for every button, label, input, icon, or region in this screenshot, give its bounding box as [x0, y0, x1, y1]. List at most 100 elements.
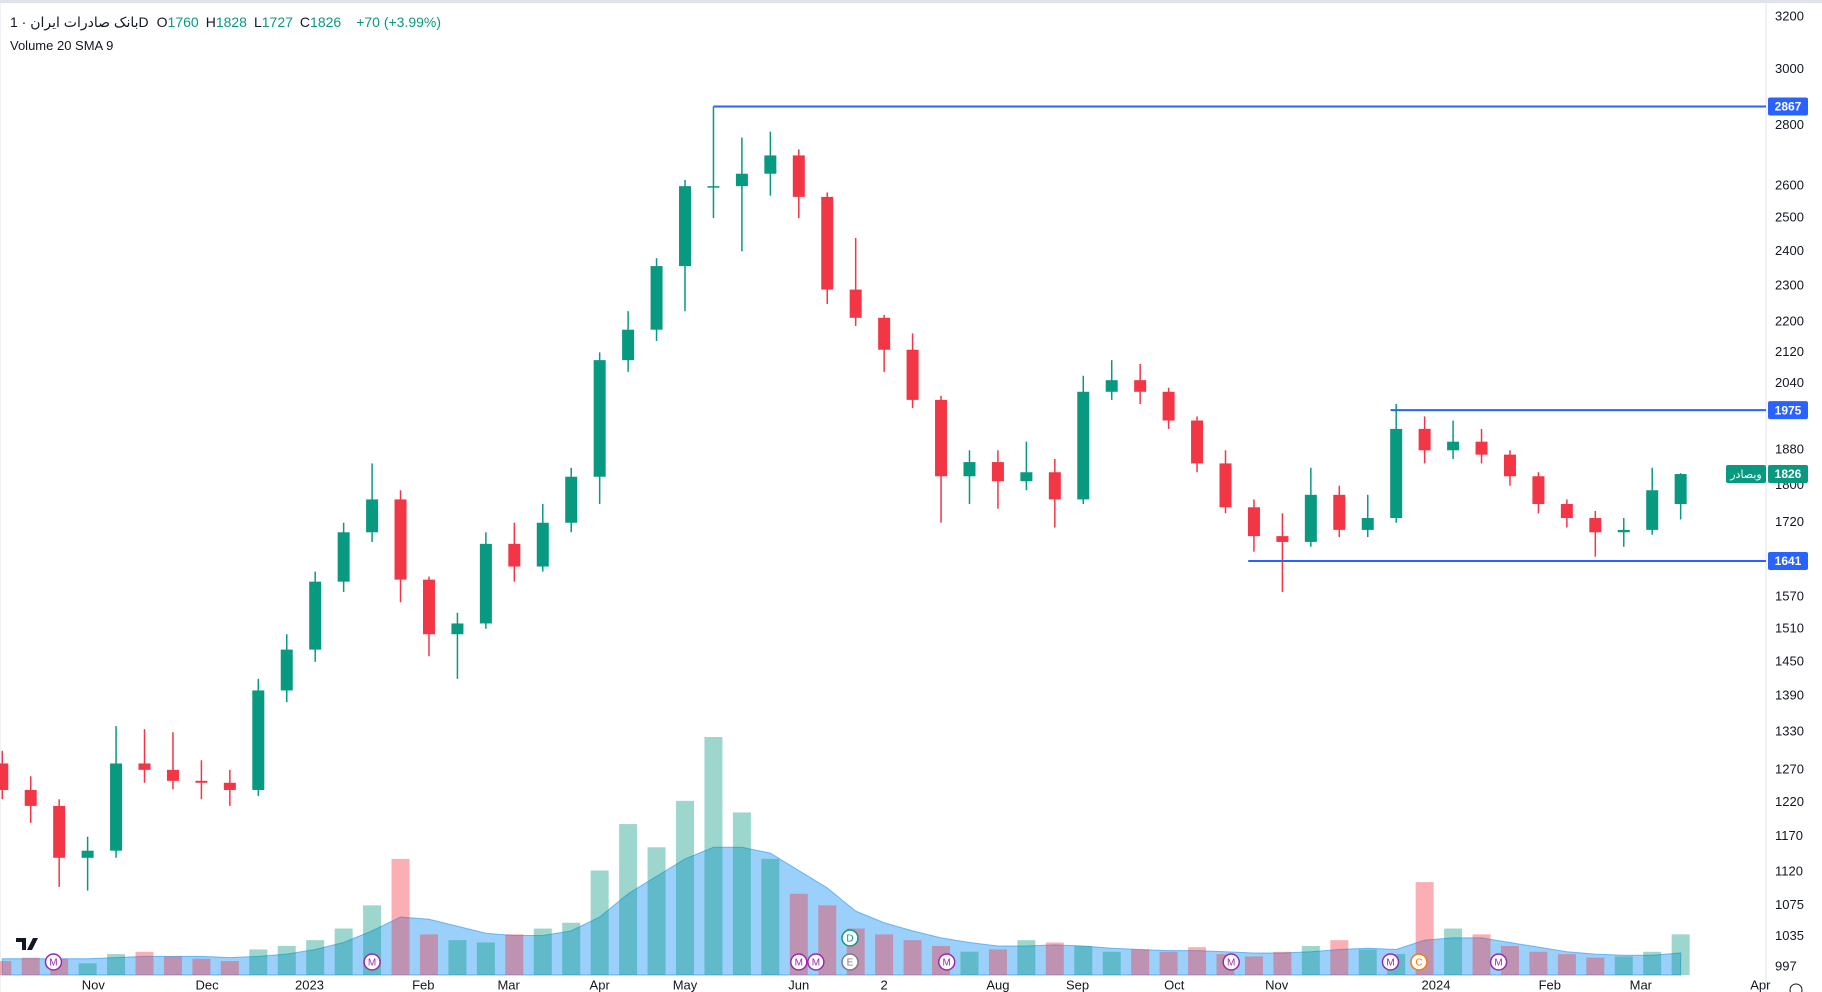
symbol-badge-bg	[1726, 465, 1766, 484]
volume-bar	[21, 957, 40, 975]
candle-body	[679, 186, 692, 267]
y-tick-label: 2800	[1775, 117, 1804, 132]
candle-body	[1674, 474, 1687, 505]
volume-bar	[1529, 951, 1548, 975]
event-marker	[1222, 953, 1240, 971]
tv-logo	[14, 932, 44, 954]
volume-bar	[1557, 954, 1576, 975]
candle-body	[479, 543, 492, 624]
y-tick-label: 1220	[1775, 794, 1804, 809]
y-tick-label: 1035	[1775, 928, 1804, 943]
event-label: D	[846, 934, 853, 945]
volume-bar	[1586, 957, 1605, 975]
volume-bar	[960, 951, 979, 975]
y-tick-label: 1510	[1775, 620, 1804, 635]
y-tick-label: 1170	[1775, 828, 1803, 843]
ohlc-label: O	[156, 14, 168, 30]
price-line-label: 1975	[1775, 403, 1802, 417]
volume-bar	[1045, 942, 1064, 975]
candle-body	[138, 763, 151, 770]
event-label: M	[1386, 958, 1394, 969]
candle-body	[337, 532, 350, 582]
price-line-label-bg	[1768, 97, 1808, 116]
candle-body	[1219, 463, 1232, 508]
volume-bar	[476, 942, 495, 975]
y-tick-label: 3000	[1775, 61, 1804, 76]
volume-bar	[163, 956, 182, 975]
ohlc-value: 1826	[310, 14, 342, 30]
candle-body	[110, 763, 123, 851]
price-line-label-bg	[1768, 552, 1808, 571]
y-tick-label: 1880	[1775, 442, 1804, 457]
candle-body	[422, 579, 435, 635]
event-marker	[841, 953, 859, 971]
volume-bar	[0, 961, 12, 975]
candle-body	[1560, 504, 1573, 519]
settings-icon[interactable]	[1789, 983, 1803, 992]
y-tick-label: 2200	[1775, 314, 1804, 329]
volume-bar	[676, 800, 695, 975]
x-tick-label: Jun	[788, 977, 809, 992]
change: +70 (+3.99%)	[356, 14, 442, 30]
x-tick-label: Feb	[1539, 977, 1561, 992]
candle-body	[508, 543, 521, 567]
price-line-label: 1641	[1775, 554, 1802, 568]
candle-body	[53, 805, 66, 858]
candle-body	[935, 399, 948, 477]
volume-bar	[1415, 882, 1434, 975]
event-label: M	[812, 958, 820, 969]
volume-bar	[1102, 951, 1121, 975]
candle-body	[81, 850, 94, 858]
ohlc-value: 1828	[215, 14, 247, 30]
volume-bar	[78, 963, 97, 975]
volume-bar	[903, 940, 922, 975]
ohlc-label: L	[253, 14, 262, 30]
candle-body	[906, 349, 919, 400]
price-line-label-bg	[1768, 401, 1808, 420]
y-tick-label: 1330	[1775, 724, 1804, 739]
y-tick-label: 997	[1775, 958, 1797, 973]
candle-body	[1447, 441, 1460, 451]
candle-body	[394, 499, 407, 580]
volume-bar	[988, 949, 1007, 975]
candle-body	[1276, 536, 1289, 542]
volume-bar	[1244, 956, 1263, 975]
event-marker	[363, 953, 381, 971]
volume-bar	[1188, 947, 1207, 975]
symbol-title: بانک صادرات ایران · 1D	[10, 13, 149, 30]
volume-bar	[391, 858, 410, 975]
price-line-label: 2867	[1775, 100, 1802, 114]
volume-bar	[647, 847, 666, 975]
event-marker	[1410, 953, 1428, 971]
candle-body	[707, 186, 720, 188]
volume-bar	[306, 940, 325, 975]
event-marker	[1381, 953, 1400, 971]
volume-bar	[619, 824, 638, 975]
event-label: M	[795, 958, 803, 969]
x-tick-label: Mar	[1630, 977, 1653, 992]
y-tick-label: 2120	[1775, 344, 1804, 359]
header-row: بانک صادرات ایران · 1D O1760 H1828 L1727 C1…	[10, 12, 441, 32]
event-label: E	[847, 958, 854, 969]
candle-body	[1191, 420, 1204, 464]
x-tick-label: Nov	[1265, 977, 1289, 992]
candle-body	[0, 763, 9, 790]
candle-body	[1589, 518, 1602, 533]
event-marker	[807, 953, 825, 971]
candle-body	[1105, 380, 1118, 392]
x-tick-label: Nov	[82, 977, 106, 992]
volume-bar	[875, 934, 894, 975]
candle-body	[1333, 494, 1346, 530]
x-tick-label: Apr	[1750, 977, 1771, 992]
volume-bar	[1358, 949, 1377, 975]
y-tick-label: 2300	[1775, 277, 1804, 292]
candle-body	[195, 780, 208, 783]
candle-body	[963, 462, 976, 477]
header: بانک صادرات ایران · 1D O1760 H1828 L1727 C1…	[10, 12, 441, 32]
candle-body	[366, 499, 379, 533]
event-marker	[1489, 953, 1508, 971]
candle-body	[1503, 454, 1516, 477]
candle-body	[1077, 391, 1090, 500]
y-tick-label: 2600	[1775, 178, 1804, 193]
